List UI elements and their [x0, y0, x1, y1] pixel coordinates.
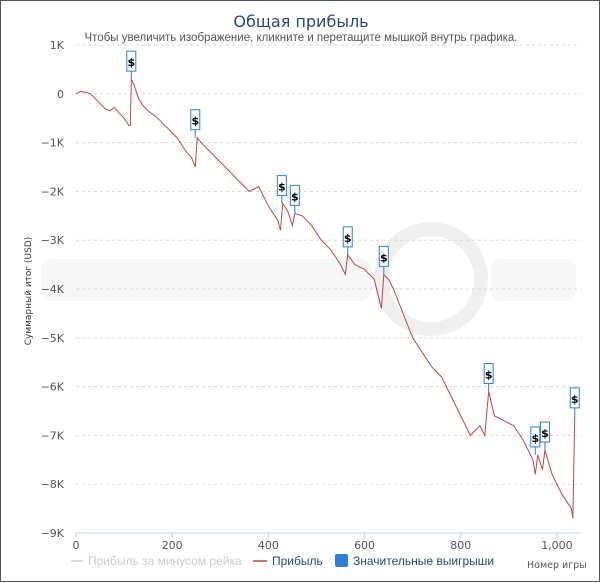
y-axis-label: Суммарный итог (USD) — [24, 237, 34, 346]
watermark-logo — [41, 222, 576, 336]
y-tick-label: −7K — [41, 429, 65, 442]
watermark-scope-icon — [374, 222, 488, 336]
legend-profit[interactable]: Прибыль — [272, 554, 323, 568]
big-win-label: $ — [278, 181, 286, 194]
y-tick-label: 0 — [57, 88, 64, 101]
watermark-logo-band — [41, 259, 371, 301]
big-win-label: $ — [571, 393, 579, 406]
y-tick-label: 1K — [50, 39, 65, 52]
profit-line[interactable] — [75, 78, 576, 519]
big-win-flag — [483, 362, 494, 384]
x-tick-label: 1,000 — [541, 539, 573, 552]
x-axis-label: Номер игры — [527, 560, 587, 571]
big-win-marker[interactable]: $ — [483, 362, 494, 392]
big-win-marker[interactable]: $ — [378, 245, 389, 275]
y-tick-label: −9K — [41, 527, 65, 540]
big-win-label: $ — [380, 251, 388, 264]
big-win-label: $ — [291, 190, 299, 203]
y-tick-label: −6K — [41, 381, 65, 394]
big-win-label: $ — [541, 427, 549, 440]
x-tick-label: 200 — [162, 539, 183, 552]
y-tick-label: −3K — [41, 234, 65, 247]
y-tick-label: −5K — [41, 332, 65, 345]
big-win-label: $ — [531, 432, 539, 445]
big-win-marker[interactable]: $ — [539, 421, 550, 451]
big-win-marker[interactable]: $ — [569, 387, 580, 416]
big-win-flag — [190, 109, 201, 131]
legend-swatch-big-wins — [335, 554, 348, 567]
x-tick-label: 800 — [450, 539, 471, 552]
big-win-label: $ — [485, 368, 493, 381]
chart-subtitle: Чтобы увеличить изображение, кликните и … — [85, 32, 518, 44]
x-tick-label: 0 — [73, 539, 80, 552]
watermark-logo-band-tail — [491, 259, 576, 301]
y-tick-label: −2K — [41, 185, 65, 198]
y-tick-label: −4K — [41, 283, 65, 296]
big-win-flag — [569, 387, 580, 409]
big-win-marker[interactable]: $ — [126, 50, 137, 80]
big-win-flag — [539, 421, 550, 443]
x-tick-label: 400 — [258, 539, 279, 552]
big-win-flag — [378, 245, 389, 267]
chart-title: Общая прибыль — [233, 12, 368, 31]
big-win-marker[interactable]: $ — [276, 175, 287, 204]
big-win-label: $ — [191, 115, 199, 128]
big-win-flag — [126, 50, 137, 72]
big-win-flag — [289, 184, 300, 206]
legend-big-wins[interactable]: Значительные выигрыши — [353, 554, 494, 568]
big-win-marker[interactable]: $ — [289, 184, 300, 214]
big-win-marker[interactable]: $ — [342, 226, 353, 255]
x-tick-label: 600 — [354, 539, 375, 552]
y-tick-label: −1K — [41, 137, 65, 150]
y-tick-label: −8K — [41, 478, 65, 491]
big-win-flag — [342, 226, 353, 248]
big-win-label: $ — [127, 56, 135, 69]
big-win-marker[interactable]: $ — [530, 426, 541, 455]
big-win-label: $ — [344, 232, 352, 245]
big-win-flag — [530, 426, 541, 448]
big-win-marker[interactable]: $ — [190, 109, 201, 138]
big-win-flag — [276, 175, 287, 197]
legend-rakeless[interactable]: Прибыль за минусом рейка — [88, 554, 242, 568]
